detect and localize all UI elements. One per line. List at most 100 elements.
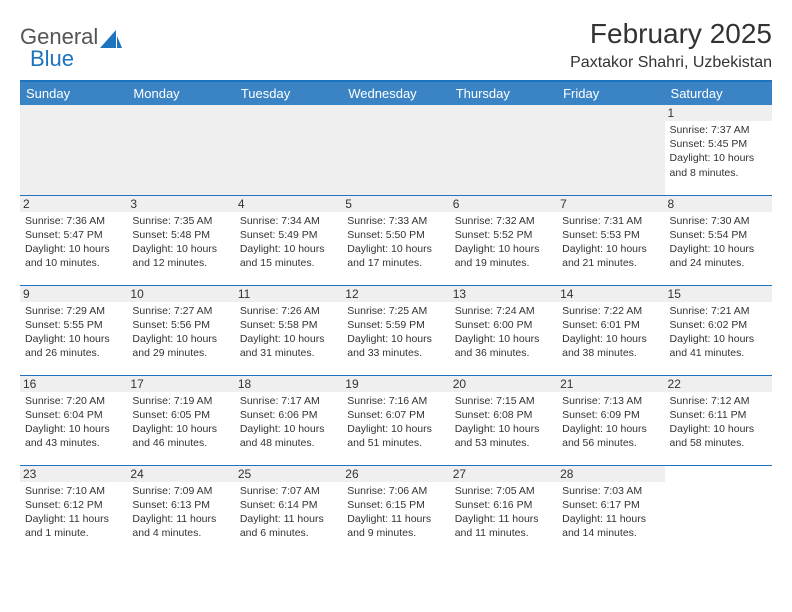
- sunset-text: Sunset: 6:05 PM: [132, 408, 229, 422]
- daylight-text1: Daylight: 10 hours: [562, 242, 659, 256]
- sunset-text: Sunset: 6:14 PM: [240, 498, 337, 512]
- sunrise-text: Sunrise: 7:29 AM: [25, 304, 122, 318]
- day-number: 17: [127, 376, 234, 392]
- day-number: 24: [127, 466, 234, 482]
- calendar-table: Sunday Monday Tuesday Wednesday Thursday…: [20, 80, 772, 555]
- sunrise-text: Sunrise: 7:31 AM: [562, 214, 659, 228]
- daylight-text2: and 14 minutes.: [562, 526, 659, 540]
- day-number: 26: [342, 466, 449, 482]
- day-cell: 12Sunrise: 7:25 AMSunset: 5:59 PMDayligh…: [342, 285, 449, 375]
- daylight-text2: and 43 minutes.: [25, 436, 122, 450]
- day-cell: 11Sunrise: 7:26 AMSunset: 5:58 PMDayligh…: [235, 285, 342, 375]
- sunset-text: Sunset: 6:16 PM: [455, 498, 552, 512]
- daylight-text1: Daylight: 10 hours: [347, 332, 444, 346]
- day-number: 16: [20, 376, 127, 392]
- sunrise-text: Sunrise: 7:10 AM: [25, 484, 122, 498]
- sunset-text: Sunset: 5:58 PM: [240, 318, 337, 332]
- daylight-text1: Daylight: 10 hours: [562, 332, 659, 346]
- day-cell: 17 Sunrise: 7:19 AMSunset: 6:05 PMDayligh…: [127, 375, 234, 465]
- daylight-text1: Daylight: 10 hours: [670, 242, 767, 256]
- day-number: 21: [557, 376, 664, 392]
- col-tue: Tuesday: [235, 81, 342, 105]
- daylight-text1: Daylight: 10 hours: [240, 242, 337, 256]
- sunrise-text: Sunrise: 7:24 AM: [455, 304, 552, 318]
- sunrise-text: Sunrise: 7:34 AM: [240, 214, 337, 228]
- daylight-text1: Daylight: 10 hours: [132, 422, 229, 436]
- empty-cell: [342, 105, 449, 195]
- daylight-text2: and 31 minutes.: [240, 346, 337, 360]
- empty-cell: [450, 105, 557, 195]
- daylight-text2: and 53 minutes.: [455, 436, 552, 450]
- sunrise-text: Sunrise: 7:25 AM: [347, 304, 444, 318]
- daylight-text1: Daylight: 10 hours: [670, 332, 767, 346]
- daylight-text2: and 36 minutes.: [455, 346, 552, 360]
- col-thu: Thursday: [450, 81, 557, 105]
- sunset-text: Sunset: 6:08 PM: [455, 408, 552, 422]
- week-1: 2Sunrise: 7:36 AMSunset: 5:47 PMDaylight…: [20, 195, 772, 285]
- daylight-text2: and 12 minutes.: [132, 256, 229, 270]
- day-cell: 8Sunrise: 7:30 AMSunset: 5:54 PMDaylight…: [665, 195, 772, 285]
- sunset-text: Sunset: 6:02 PM: [670, 318, 767, 332]
- empty-cell: [235, 105, 342, 195]
- day-number: 10: [127, 286, 234, 302]
- day-number: 27: [450, 466, 557, 482]
- day-cell: 1 Sunrise: 7:37 AM Sunset: 5:45 PM Dayli…: [665, 105, 772, 195]
- sunset-text: Sunset: 6:09 PM: [562, 408, 659, 422]
- col-sun: Sunday: [20, 81, 127, 105]
- empty-cell: [20, 105, 127, 195]
- day-number: 23: [20, 466, 127, 482]
- header: General February 2025 Paxtakor Shahri, U…: [20, 18, 772, 72]
- day-number: 3: [127, 196, 234, 212]
- day-cell: 18Sunrise: 7:17 AMSunset: 6:06 PMDayligh…: [235, 375, 342, 465]
- sunset-text: Sunset: 5:56 PM: [132, 318, 229, 332]
- sunset-text: Sunset: 5:59 PM: [347, 318, 444, 332]
- sunset-text: Sunset: 5:50 PM: [347, 228, 444, 242]
- sunset-text: Sunset: 5:47 PM: [25, 228, 122, 242]
- sunrise-text: Sunrise: 7:19 AM: [132, 394, 229, 408]
- day-number: 6: [450, 196, 557, 212]
- empty-cell: [127, 105, 234, 195]
- day-cell: 6Sunrise: 7:32 AMSunset: 5:52 PMDaylight…: [450, 195, 557, 285]
- sunset-text: Sunset: 5:48 PM: [132, 228, 229, 242]
- sunrise-text: Sunrise: 7:30 AM: [670, 214, 767, 228]
- sunset-text: Sunset: 6:12 PM: [25, 498, 122, 512]
- daylight-text2: and 19 minutes.: [455, 256, 552, 270]
- daylight-text1: Daylight: 11 hours: [132, 512, 229, 526]
- sunset-text: Sunset: 6:17 PM: [562, 498, 659, 512]
- daylight-text1: Daylight: 10 hours: [240, 332, 337, 346]
- empty-cell: [557, 105, 664, 195]
- daylight-text1: Daylight: 10 hours: [347, 422, 444, 436]
- sunset-text: Sunset: 6:13 PM: [132, 498, 229, 512]
- daylight-text2: and 9 minutes.: [347, 526, 444, 540]
- daylight-text1: Daylight: 10 hours: [132, 332, 229, 346]
- sunrise-text: Sunrise: 7:20 AM: [25, 394, 122, 408]
- day-number: 25: [235, 466, 342, 482]
- brand-part2: Blue: [30, 46, 74, 72]
- daylight-text1: Daylight: 11 hours: [25, 512, 122, 526]
- day-cell: 2Sunrise: 7:36 AMSunset: 5:47 PMDaylight…: [20, 195, 127, 285]
- day-cell: 3Sunrise: 7:35 AMSunset: 5:48 PMDaylight…: [127, 195, 234, 285]
- day-header-row: Sunday Monday Tuesday Wednesday Thursday…: [20, 81, 772, 105]
- col-fri: Friday: [557, 81, 664, 105]
- sunset-text: Sunset: 5:53 PM: [562, 228, 659, 242]
- sunset-text: Sunset: 5:49 PM: [240, 228, 337, 242]
- daylight-text1: Daylight: 10 hours: [240, 422, 337, 436]
- day-cell: 5Sunrise: 7:33 AMSunset: 5:50 PMDaylight…: [342, 195, 449, 285]
- empty-cell: [665, 465, 772, 555]
- sunrise-text: Sunrise: 7:09 AM: [132, 484, 229, 498]
- day-cell: 15Sunrise: 7:21 AMSunset: 6:02 PMDayligh…: [665, 285, 772, 375]
- day-cell: 27 Sunrise: 7:05 AMSunset: 6:16 PMDayligh…: [450, 465, 557, 555]
- daylight-text2: and 6 minutes.: [240, 526, 337, 540]
- daylight-text1: Daylight: 10 hours: [455, 242, 552, 256]
- daylight-text2: and 46 minutes.: [132, 436, 229, 450]
- sunrise-text: Sunrise: 7:16 AM: [347, 394, 444, 408]
- day-cell: 21Sunrise: 7:13 AMSunset: 6:09 PMDayligh…: [557, 375, 664, 465]
- day-cell: 14Sunrise: 7:22 AMSunset: 6:01 PMDayligh…: [557, 285, 664, 375]
- sunrise-text: Sunrise: 7:05 AM: [455, 484, 552, 498]
- daylight-text2: and 1 minute.: [25, 526, 122, 540]
- daylight-text2: and 10 minutes.: [25, 256, 122, 270]
- daylight-text1: Daylight: 10 hours: [670, 422, 767, 436]
- sunset-text: Sunset: 5:54 PM: [670, 228, 767, 242]
- day-number: 28: [557, 466, 664, 482]
- daylight-text1: Daylight: 11 hours: [455, 512, 552, 526]
